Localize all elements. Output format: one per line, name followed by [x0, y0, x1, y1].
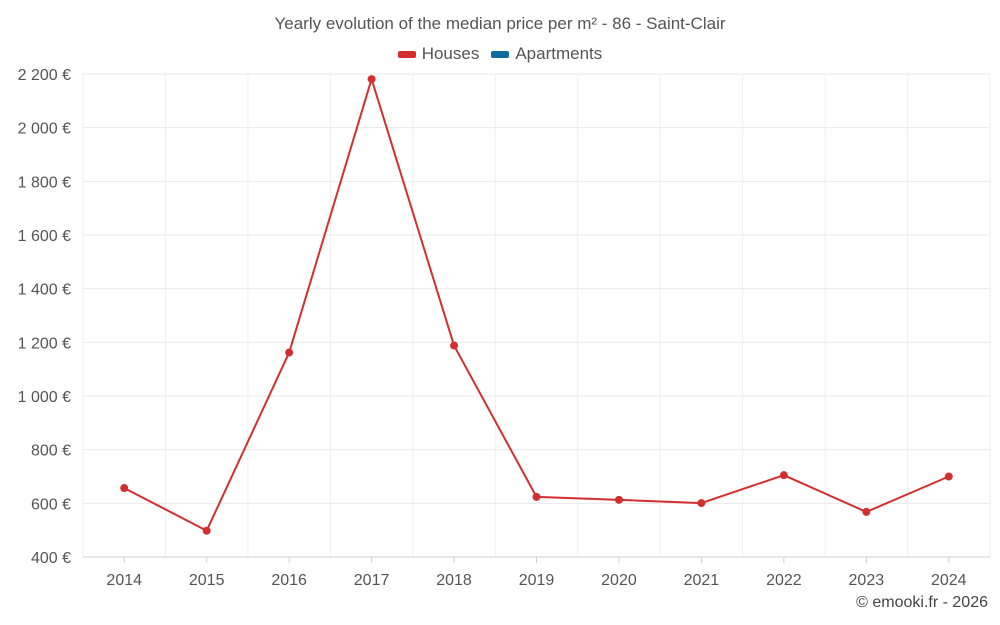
- y-tick-label: 2 000 €: [18, 121, 71, 138]
- y-tick-label: 1 000 €: [18, 389, 71, 406]
- legend-label-apartments: Apartments: [515, 44, 603, 63]
- data-point-houses: [779, 471, 788, 480]
- credit-text: © emooki.fr - 2026: [856, 594, 988, 611]
- y-tick-label: 1 400 €: [18, 282, 71, 299]
- x-tick-label: 2015: [189, 572, 225, 589]
- data-point-houses: [285, 348, 294, 357]
- data-point-houses: [862, 507, 871, 516]
- data-point-houses: [944, 472, 953, 481]
- y-tick-label: 2 200 €: [18, 67, 71, 84]
- x-tick-label: 2022: [766, 572, 802, 589]
- chart-title: Yearly evolution of the median price per…: [274, 14, 726, 33]
- legend-label-houses: Houses: [421, 44, 480, 63]
- y-tick-label: 1 600 €: [18, 228, 71, 245]
- data-point-houses: [614, 495, 623, 504]
- data-point-houses: [450, 341, 459, 350]
- x-tick-label: 2017: [354, 572, 390, 589]
- data-point-houses: [367, 75, 376, 84]
- data-point-houses: [202, 526, 211, 535]
- x-tick-label: 2024: [931, 572, 967, 589]
- legend-swatch-houses: [397, 50, 416, 58]
- y-tick-label: 1 200 €: [18, 335, 71, 352]
- data-point-houses: [697, 499, 706, 508]
- y-tick-label: 400 €: [31, 550, 71, 567]
- y-tick-label: 1 800 €: [18, 174, 71, 191]
- legend: Houses Apartments: [0, 44, 1000, 64]
- x-tick-label: 2018: [436, 572, 472, 589]
- legend-item-houses[interactable]: Houses: [397, 44, 480, 64]
- x-tick-label: 2020: [601, 572, 637, 589]
- x-tick-label: 2023: [849, 572, 885, 589]
- x-tick-label: 2021: [684, 572, 720, 589]
- data-point-houses: [532, 492, 541, 501]
- legend-item-apartments[interactable]: Apartments: [491, 44, 602, 64]
- x-tick-label: 2014: [106, 572, 142, 589]
- x-tick-label: 2016: [271, 572, 307, 589]
- legend-swatch-apartments: [491, 50, 510, 58]
- y-tick-label: 600 €: [31, 496, 71, 513]
- y-tick-label: 800 €: [31, 443, 71, 460]
- x-tick-label: 2019: [519, 572, 555, 589]
- data-point-houses: [120, 484, 129, 493]
